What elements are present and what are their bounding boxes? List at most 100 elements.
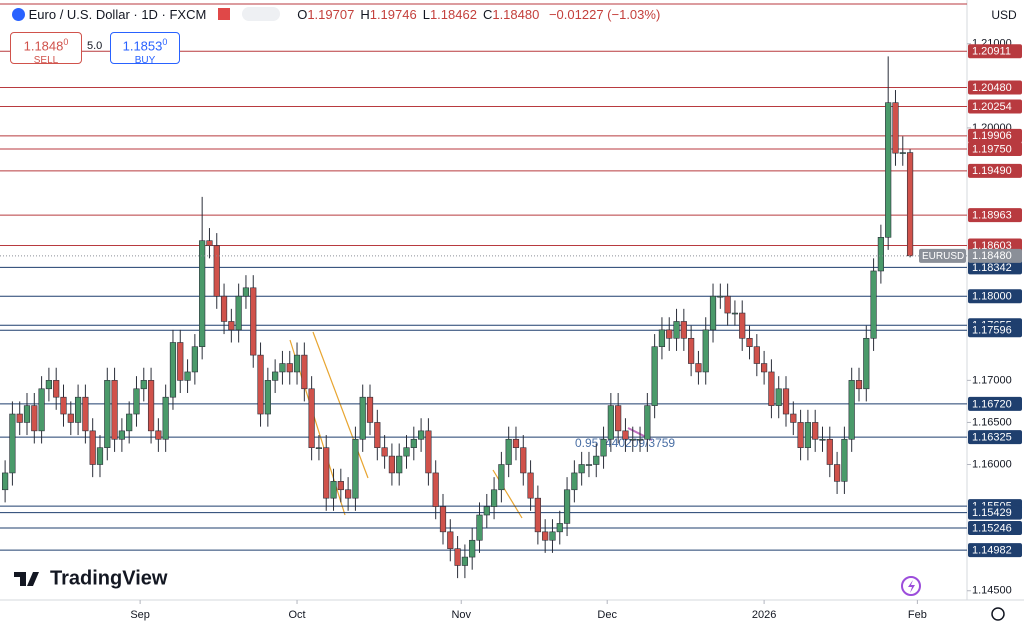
x-tick-label: Nov	[451, 609, 471, 621]
level-label-box	[968, 141, 1022, 156]
x-tick-label: Oct	[288, 609, 305, 621]
y-tick-label: 1.17000	[972, 374, 1012, 386]
candle-body	[250, 287, 257, 356]
candle-body	[111, 380, 118, 440]
candle-body	[855, 380, 863, 390]
candle-body	[490, 489, 498, 507]
candle-body	[636, 438, 644, 441]
candle-body	[709, 295, 717, 331]
candle-body	[403, 447, 410, 457]
candle-body	[607, 405, 614, 440]
candle-body	[228, 321, 235, 331]
sell-label: SELL	[33, 55, 59, 67]
level-label: 1.14982	[972, 545, 1012, 557]
level-label-box	[968, 289, 1022, 304]
candle-body	[330, 481, 337, 499]
candle-body	[67, 413, 74, 423]
buy-button[interactable]: 1.18530 BUY	[110, 32, 180, 66]
candle-body	[133, 388, 140, 415]
candle-body	[2, 472, 9, 491]
level-label-box	[968, 128, 1022, 143]
candle-body	[563, 489, 571, 524]
buy-price: 1.1853	[122, 38, 163, 54]
candle-body	[96, 447, 104, 465]
candle-body	[359, 396, 366, 440]
y-tick-label: 1.14500	[972, 585, 1012, 597]
logo: TradingView	[14, 567, 168, 589]
x-tick-label: Feb	[908, 609, 927, 621]
candle-body	[775, 388, 782, 406]
candles	[2, 56, 914, 579]
settings-icon[interactable]	[991, 607, 1005, 621]
candle-body	[104, 380, 111, 448]
last-price-label: 1.18480	[972, 250, 1012, 262]
trend-line	[312, 331, 369, 479]
level-label: 1.19490	[972, 165, 1012, 177]
x-tick-label: Dec	[597, 609, 617, 621]
logo-mark	[14, 572, 39, 586]
ohlc-value: 1.19707	[307, 7, 355, 22]
candle-body	[819, 438, 826, 441]
last-price-box	[968, 248, 1022, 263]
candle-body	[177, 342, 184, 381]
currency[interactable]: USD	[991, 8, 1017, 22]
candle-body	[899, 152, 906, 154]
candle-body	[315, 447, 323, 449]
sell-button[interactable]: 1.18480 SELL	[10, 32, 82, 66]
candle-body	[337, 481, 344, 491]
trend-line	[492, 469, 523, 519]
candle-body	[301, 354, 308, 390]
candle-body	[622, 430, 629, 440]
candle-body	[658, 329, 666, 348]
level-label-box	[968, 323, 1022, 338]
candle-body	[206, 240, 213, 247]
level-label-box	[968, 543, 1022, 558]
ohlc-key: L	[422, 7, 430, 22]
candle-body	[483, 506, 490, 516]
level-label: 1.18000	[972, 291, 1012, 303]
level-label-box	[968, 396, 1022, 411]
candle-body	[60, 396, 67, 415]
level-label-box	[968, 208, 1022, 223]
candle-body	[447, 531, 454, 549]
candle-body	[374, 422, 381, 448]
last-price-name: EURUSD	[922, 251, 964, 262]
symbol[interactable]: Euro / U.S. Dollar · 1D · FXCM	[28, 7, 207, 22]
level-label-box	[968, 505, 1022, 520]
candle-body	[220, 295, 228, 322]
level-label: 1.20254	[972, 101, 1012, 113]
candle-body	[9, 413, 16, 474]
candle-body	[147, 380, 155, 432]
candle-body	[644, 405, 651, 440]
y-tick-label: 1.16000	[972, 458, 1012, 470]
news-icon[interactable]	[901, 576, 921, 596]
candle-body	[432, 472, 439, 507]
candle-body	[600, 438, 607, 457]
candle-body	[381, 447, 388, 457]
indicator-toggle[interactable]	[241, 7, 280, 21]
candle-body	[396, 455, 403, 474]
candle-body	[593, 455, 600, 465]
level-label: 1.20480	[972, 82, 1012, 94]
candle-body	[162, 396, 169, 440]
level-label-box	[968, 520, 1022, 535]
ohlc-key: H	[360, 7, 370, 22]
level-label: 1.17596	[972, 325, 1012, 337]
candle-body	[863, 337, 870, 390]
candle-body	[753, 346, 760, 364]
candle-body	[505, 438, 512, 465]
candle-body	[74, 396, 82, 423]
candle-body	[702, 329, 709, 373]
candle-body	[439, 506, 447, 533]
change: −0.01227 (−1.03%)	[548, 7, 661, 22]
flag-icon[interactable]	[217, 8, 230, 20]
buy-pip: 0	[162, 37, 168, 47]
candle-body	[534, 497, 541, 533]
candle-body	[323, 447, 330, 499]
candle-body	[790, 413, 797, 423]
level-label-box	[968, 430, 1022, 445]
x-tick-label: Sep	[130, 609, 150, 621]
level-label-box	[968, 163, 1022, 178]
